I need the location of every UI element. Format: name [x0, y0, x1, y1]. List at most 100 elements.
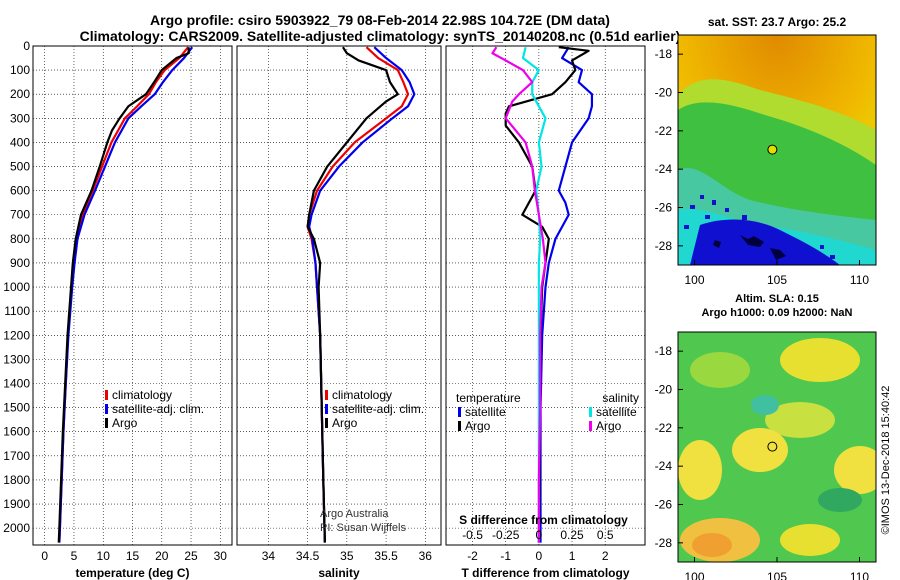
x-tick-label: 0	[41, 549, 48, 563]
legend-swatch	[325, 404, 328, 414]
legend-swatch	[458, 407, 461, 417]
series-line-salinity-argo	[491, 46, 547, 543]
figure-title-line-2: Climatology: CARS2009. Satellite-adjuste…	[79, 28, 681, 44]
depth-tick-label: 1800	[3, 473, 30, 487]
legend-swatch	[589, 421, 592, 431]
legend-label: satellite-adj. clim.	[112, 402, 204, 416]
depth-tick-label: 1600	[3, 425, 30, 439]
legend-swatch	[325, 418, 328, 428]
legend-swatch	[105, 404, 108, 414]
sst-map-title: sat. SST: 23.7 Argo: 25.2	[708, 15, 847, 29]
depth-tick-label: 600	[10, 184, 30, 198]
figure-title-line-1: Argo profile: csiro 5903922_79 08-Feb-20…	[150, 12, 610, 28]
plot-frame	[32, 45, 233, 546]
sst-map-axes: 100 105 110 -18 -20 -22 -24 -26 -28	[655, 47, 870, 287]
legend-swatch	[105, 418, 108, 428]
x-axis-label: salinity	[318, 566, 360, 580]
salinity-panel: 34 34.5 35 35.5 36 salinity climatologysatelli…	[236, 45, 442, 580]
depth-tick-label: 200	[10, 87, 30, 101]
depth-tick-label: 1100	[4, 304, 30, 318]
depth-tick-label: 1400	[3, 376, 30, 390]
depth-tick-label: 1200	[3, 328, 30, 342]
depth-tick-label: 700	[10, 208, 30, 222]
depth-tick-label: 300	[10, 111, 30, 125]
map-y-tick-label: -24	[655, 162, 673, 176]
depth-tick-label: 1300	[3, 352, 30, 366]
sla-map-title-line-2: Argo h1000: 0.09 h2000: NaN	[701, 307, 852, 319]
difference-panel: -2 -1 0 1 2 T difference from climatology temp…	[445, 45, 646, 580]
x2-tick-label: 0.25	[560, 528, 584, 542]
depth-tick-label: 100	[10, 63, 30, 77]
profile-location-marker-sst	[767, 144, 778, 155]
x2-tick-label: -0.25	[492, 528, 520, 542]
x-tick-label: 5	[71, 549, 78, 563]
sla-map-axes: 100 105 110 -18 -20 -22 -24 -26 -28	[655, 344, 870, 580]
legend-title-salinity: salinity	[602, 391, 639, 405]
map-x-tick-label: 110	[850, 273, 869, 287]
x-tick-label: 25	[184, 549, 198, 563]
map-y-tick-label: -28	[655, 239, 673, 253]
legend-label: climatology	[112, 388, 172, 402]
map-y-tick-label: -24	[655, 459, 673, 473]
legend-swatch	[458, 421, 461, 431]
sst-map: sat. SST: 23.7 Argo: 25.2 100 105 110 -18 -2…	[655, 15, 877, 287]
x-tick-label: 30	[214, 549, 228, 563]
depth-tick-label: 1500	[3, 401, 30, 415]
map-x-tick-label: 100	[684, 570, 704, 580]
x-tick-label: 35	[340, 549, 354, 563]
x2-tick-label: 0.5	[597, 528, 614, 542]
legend-label: satellite-adj. clim.	[332, 402, 424, 416]
temperature-panel: 0100200300400500600700800900100011001200…	[3, 39, 233, 580]
map-x-tick-label: 110	[850, 570, 869, 580]
x-tick-label: 0	[536, 549, 543, 563]
legend-label: Argo	[112, 416, 138, 430]
legend-label: Argo	[465, 419, 491, 433]
legend-label: climatology	[332, 388, 392, 402]
plot-frame	[236, 45, 442, 546]
x-axis-label: temperature (deg C)	[75, 566, 189, 580]
map-x-tick-label: 105	[767, 570, 787, 580]
profile-location-marker-sla	[767, 441, 778, 452]
pi-label: PI: Susan Wijffels	[320, 522, 406, 534]
legend-label: Argo	[332, 416, 358, 430]
x-tick-label: 34.5	[296, 549, 320, 563]
depth-tick-label: 500	[10, 160, 30, 174]
depth-tick-label: 1000	[3, 280, 30, 294]
depth-tick-label: 400	[10, 135, 30, 149]
series-line-salinity-satellite	[521, 46, 547, 543]
plot-frame	[445, 45, 646, 546]
x-tick-label: 34	[262, 549, 276, 563]
x-tick-label: -1	[500, 549, 511, 563]
x-tick-label: 20	[155, 549, 169, 563]
x2-axis-label: S difference from climatology	[459, 513, 628, 527]
depth-tick-label: 800	[10, 232, 30, 246]
plot-area	[237, 46, 441, 545]
x-tick-label: 1	[569, 549, 576, 563]
series-line-argo	[306, 46, 399, 543]
map-y-tick-label: -18	[655, 47, 673, 61]
sla-map-title-line-1: Altim. SLA: 0.15	[735, 293, 819, 305]
map-y-tick-label: -20	[655, 383, 673, 397]
map-y-tick-label: -22	[655, 124, 673, 138]
sla-map: Altim. SLA: 0.15 Argo h1000: 0.09 h2000:…	[655, 293, 877, 580]
imos-timestamp: ©IMOS 13-Dec-2018 15:40:42	[880, 386, 892, 535]
x-tick-label: 10	[97, 549, 111, 563]
legend-swatch	[105, 390, 108, 400]
argo-australia-label: Argo Australia	[320, 508, 389, 520]
depth-tick-label: 1900	[3, 497, 30, 511]
map-y-tick-label: -28	[655, 536, 673, 550]
x-tick-label: 36	[419, 549, 433, 563]
map-x-tick-label: 105	[767, 273, 787, 287]
depth-tick-label: 0	[23, 39, 30, 53]
depth-tick-label: 1700	[3, 449, 30, 463]
x2-tick-label: -0.5	[462, 528, 483, 542]
x-tick-label: -2	[467, 549, 478, 563]
series-line-argo	[57, 47, 190, 543]
x-tick-label: 15	[126, 549, 140, 563]
map-x-tick-label: 100	[684, 273, 704, 287]
depth-tick-label: 900	[10, 256, 30, 270]
depth-tick-label: 2000	[3, 521, 30, 535]
map-y-tick-label: -26	[655, 201, 673, 215]
map-y-tick-label: -20	[655, 86, 673, 100]
